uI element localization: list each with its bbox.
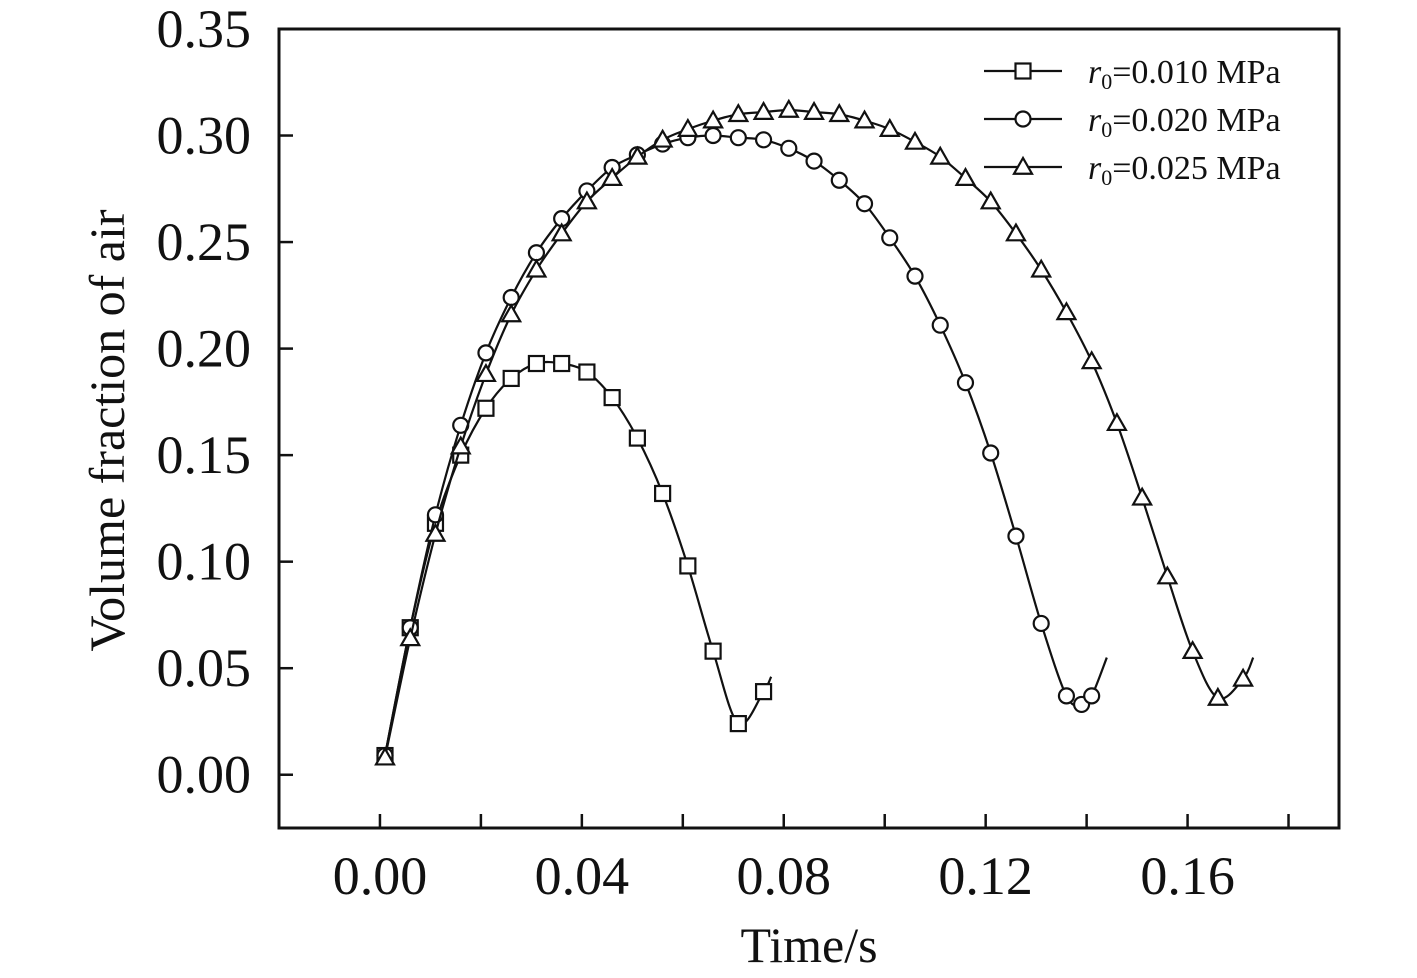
ticks-layer: 0.00 0.04 0.08 0.12 0.16 0.00 0.05 0.10 0.15 0.20… (157, 0, 1290, 906)
data-point-square (654, 484, 672, 503)
data-point-square (578, 363, 596, 381)
data-point-triangle (449, 435, 472, 455)
data-point-triangle (1181, 639, 1204, 660)
data-point-circle (704, 126, 722, 145)
data-point-circle (1083, 687, 1101, 705)
data-point-triangle (525, 258, 548, 278)
data-point-triangle (1232, 667, 1254, 687)
legend-entry: r0=0.020 MPa (984, 102, 1281, 142)
data-point-square (729, 714, 747, 733)
data-point-triangle (752, 100, 775, 120)
data-point-triangle (399, 627, 422, 647)
data-point-triangle (1206, 686, 1229, 706)
y-axis-label: Volume fraction of air (79, 209, 135, 651)
data-point-square (628, 429, 646, 447)
y-tick-label: 0.30 (157, 106, 252, 166)
data-point-circle (1057, 687, 1076, 705)
data-point-circle (906, 267, 924, 285)
y-tick-label: 0.00 (157, 745, 252, 805)
data-point-triangle (878, 117, 901, 137)
data-point-triangle (979, 190, 1002, 210)
y-tick-label: 0.05 (157, 638, 252, 698)
x-tick-label: 0.04 (535, 846, 630, 906)
data-point-triangle (702, 109, 724, 129)
data-point-circle (754, 131, 773, 149)
data-point-square (754, 683, 773, 701)
series-circle (376, 126, 1108, 765)
legend-marker-circle (1014, 110, 1032, 128)
y-tick-label: 0.10 (157, 532, 252, 592)
data-point-circle (527, 244, 546, 262)
data-point-triangle (1005, 222, 1027, 242)
data-point-triangle (651, 128, 674, 148)
data-point-triangle (576, 190, 598, 210)
data-point-square (553, 354, 571, 373)
data-point-triangle (550, 222, 573, 242)
x-tick-label: 0.12 (938, 846, 1033, 906)
legend-entry: r0=0.010 MPa (984, 54, 1281, 94)
data-point-triangle (1055, 301, 1078, 321)
legend-label: r0=0.025 MPa (1088, 150, 1281, 190)
data-point-circle (780, 139, 798, 157)
y-tick-label: 0.20 (157, 319, 252, 379)
data-point-triangle (1131, 486, 1154, 506)
legend-entry: r0=0.025 MPa (984, 150, 1281, 190)
legend-marker-square (1014, 62, 1032, 80)
data-point-circle (956, 374, 975, 392)
plot-frame (277, 27, 1341, 830)
data-point-square (527, 354, 546, 373)
x-tick-label: 0.00 (333, 846, 428, 906)
data-point-triangle (1080, 350, 1103, 370)
x-tick-label: 0.08 (737, 846, 832, 906)
data-point-circle (881, 229, 899, 247)
data-point-circle (805, 152, 823, 170)
y-tick-label: 0.35 (157, 0, 252, 59)
data-point-square (477, 399, 495, 417)
data-point-triangle (424, 522, 447, 542)
data-point-square (704, 642, 722, 660)
data-point-circle (982, 444, 1000, 462)
data-point-triangle (676, 117, 699, 137)
data-point-triangle (904, 130, 926, 150)
legend-label: r0=0.020 MPa (1088, 102, 1281, 142)
data-point-triangle (500, 303, 523, 323)
legend: r0=0.010 MPa r0=0.020 MPa r0=0.025 MPa (984, 54, 1281, 190)
data-point-square (679, 557, 697, 575)
data-point-triangle (803, 100, 825, 120)
data-point-triangle (1156, 565, 1179, 585)
legend-marker-triangle (1012, 155, 1034, 175)
data-point-square (502, 369, 520, 388)
y-tick-label: 0.25 (157, 212, 252, 272)
data-point-circle (931, 316, 949, 334)
data-point-triangle (828, 103, 851, 123)
series-triangle (374, 98, 1255, 766)
series-layer (374, 98, 1255, 766)
data-point-circle (1032, 614, 1050, 633)
data-point-triangle (1030, 258, 1053, 278)
data-point-triangle (374, 746, 396, 766)
data-point-triangle (853, 109, 876, 129)
legend-label: r0=0.010 MPa (1088, 54, 1281, 94)
x-tick-label: 0.16 (1140, 846, 1235, 906)
data-point-triangle (626, 145, 649, 165)
data-point-circle (855, 195, 874, 213)
data-point-circle (729, 129, 747, 147)
y-tick-label: 0.15 (157, 425, 252, 485)
x-axis-label: Time/s (740, 917, 877, 973)
data-point-triangle (929, 145, 952, 165)
data-point-triangle (601, 166, 624, 186)
data-point-triangle (475, 362, 497, 383)
data-point-triangle (777, 98, 800, 118)
data-point-circle (1007, 527, 1025, 545)
data-point-triangle (727, 103, 750, 123)
data-point-triangle (954, 166, 977, 186)
data-point-triangle (1106, 411, 1128, 432)
data-point-circle (830, 171, 848, 189)
data-point-square (603, 389, 621, 407)
